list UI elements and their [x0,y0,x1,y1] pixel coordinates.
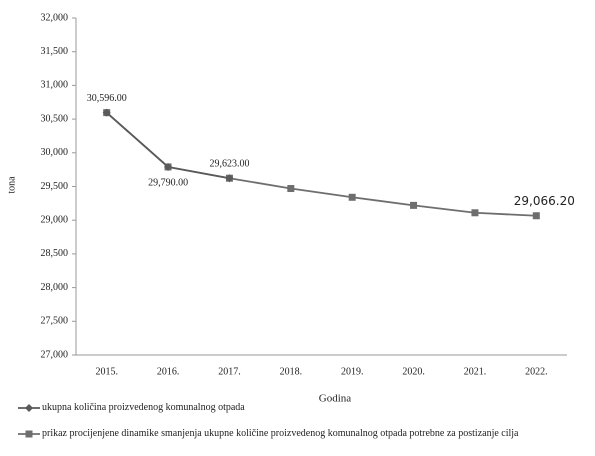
y-tick-label: 29,000 [41,214,69,225]
x-tick-label: 2020. [402,366,425,377]
x-tick-label: 2016. [157,366,180,377]
legend-label: ukupna količina proizvedenog komunalnog … [42,402,245,413]
point [164,162,173,171]
x-tick-label: 2022. [525,366,548,377]
y-tick-label: 29,500 [41,181,69,192]
y-tick-label: 30,500 [41,113,69,124]
y-tick-label: 30,000 [41,147,69,158]
y-tick-label: 27,000 [41,349,69,360]
point [225,174,234,183]
x-axis-title: Godina [319,393,352,405]
y-tick-label: 32,000 [41,12,69,23]
data-label: 30,596.00 [87,93,127,104]
data-label: 29,066.20 [514,194,575,208]
x-tick-label: 2019. [341,366,364,377]
legend-label: prikaz procijenjene dinamike smanjenja u… [42,428,519,439]
y-tick-label: 28,500 [41,248,69,259]
data-label: 29,623.00 [209,159,249,170]
point [102,108,111,117]
x-tick-label: 2017. [218,366,241,377]
x-tick-label: 2018. [280,366,303,377]
y-tick-label: 31,500 [41,46,69,57]
legend-marker [18,430,40,438]
point [471,209,479,217]
y-axis-title: tona [6,176,17,194]
x-tick-label: 2021. [464,366,487,377]
legend-marker [18,404,40,412]
point [410,201,418,209]
point [348,193,356,201]
point [287,185,295,193]
y-tick-label: 28,000 [41,282,69,293]
legend-symbol [25,430,33,438]
y-tick-label: 27,500 [41,316,69,327]
data-label: 29,790.00 [148,177,188,188]
legend-symbol [25,404,33,412]
y-tick-label: 31,000 [41,80,69,91]
legend-item: prikaz procijenjene dinamike smanjenja u… [18,428,562,440]
x-tick-label: 2015. [95,366,118,377]
legend-item: ukupna količina proizvedenog komunalnog … [18,402,562,414]
point [532,212,540,220]
